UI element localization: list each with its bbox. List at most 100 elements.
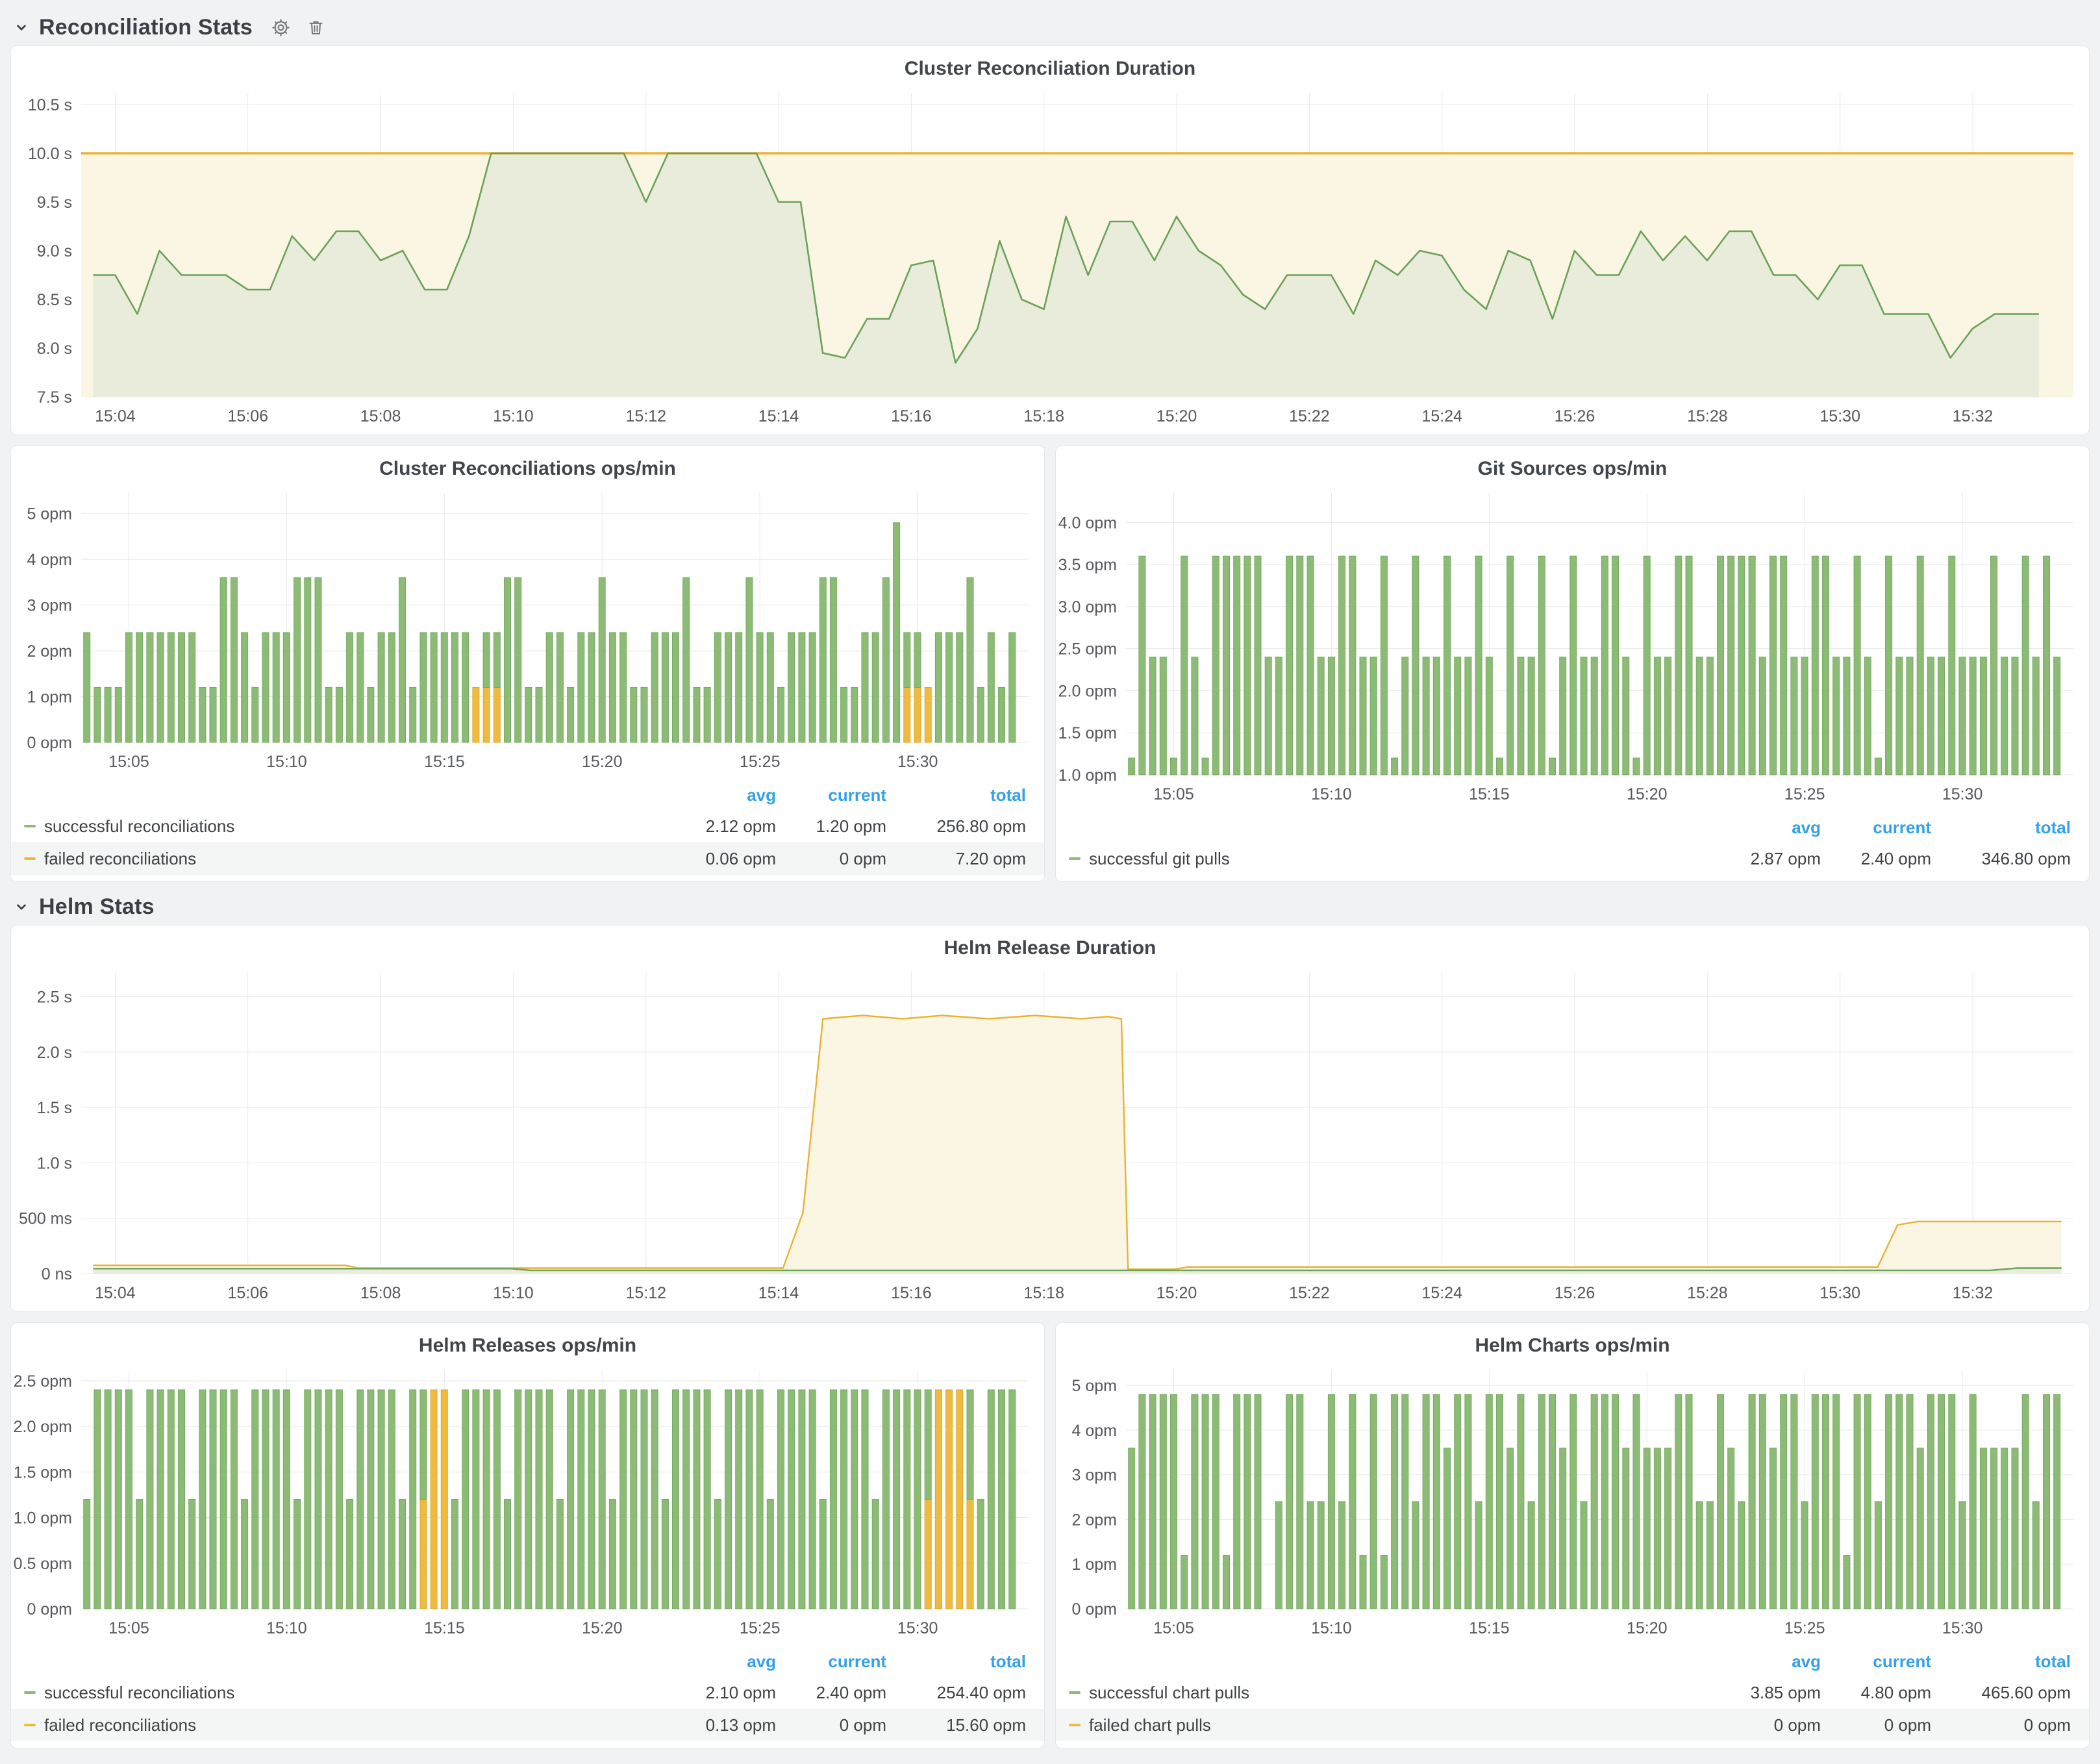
svg-text:15:20: 15:20	[582, 753, 623, 771]
svg-text:0 opm: 0 opm	[27, 1600, 72, 1619]
panel-title[interactable]: Git Sources ops/min	[1477, 458, 1668, 479]
legend-header-avg[interactable]: avg	[1792, 1651, 1821, 1671]
git-sources-chart[interactable]: 15:05 15:10 15:15 15:20 15:25 15:30 1.0 opm 1.5…	[1056, 483, 2089, 813]
svg-text:2 opm: 2 opm	[27, 642, 72, 661]
svg-text:2.5 opm: 2.5 opm	[1058, 640, 1117, 659]
cluster-reconciliations-chart[interactable]: 15:05 15:10 15:15 15:20 15:25 15:30 0 opm 1 opm…	[11, 483, 1044, 780]
legend-header-avg[interactable]: avg	[1792, 817, 1821, 837]
legend-total-value: 0 opm	[2023, 1715, 2071, 1735]
legend-series-label[interactable]: successful chart pulls	[1069, 1683, 1704, 1703]
svg-text:15:20: 15:20	[1627, 785, 1668, 803]
legend-total-value: 465.60 opm	[1981, 1682, 2071, 1702]
panel-cluster-reconciliations: Cluster Reconciliations ops/min 15:05 15:…	[10, 446, 1045, 882]
legend-header-current[interactable]: current	[1873, 1651, 1931, 1671]
section-title[interactable]: Reconciliation Stats	[39, 14, 253, 40]
gear-icon[interactable]	[271, 18, 291, 38]
svg-text:15:24: 15:24	[1421, 1284, 1462, 1302]
helm-charts-chart[interactable]: 15:05 15:10 15:15 15:20 15:25 15:30 0 opm 1 opm…	[1056, 1359, 2089, 1646]
section-title[interactable]: Helm Stats	[39, 894, 155, 919]
legend-header-avg[interactable]: avg	[747, 1651, 776, 1671]
svg-text:15:28: 15:28	[1687, 407, 1728, 425]
legend-total-value: 346.80 opm	[1981, 848, 2071, 868]
svg-text:5 opm: 5 opm	[27, 505, 72, 523]
svg-text:15:10: 15:10	[266, 1619, 307, 1637]
svg-text:15:20: 15:20	[1156, 1284, 1197, 1302]
legend: avg current total successful reconciliat…	[11, 780, 1044, 881]
legend-avg-value: 2.10 opm	[705, 1682, 776, 1702]
legend-header-total[interactable]: total	[990, 785, 1026, 805]
svg-text:15:05: 15:05	[1153, 1619, 1194, 1637]
svg-text:8.0 s: 8.0 s	[37, 340, 72, 358]
svg-text:0 opm: 0 opm	[1072, 1600, 1117, 1619]
legend-current-value: 4.80 opm	[1860, 1682, 1931, 1702]
legend-row: successful reconciliations 2.10 opm 2.40…	[11, 1676, 1044, 1709]
svg-text:15:10: 15:10	[266, 753, 307, 771]
chevron-down-icon[interactable]	[13, 898, 30, 915]
svg-text:15:12: 15:12	[625, 1284, 666, 1302]
legend-avg-value: 2.12 opm	[705, 816, 776, 836]
legend-row: successful chart pulls 3.85 opm 4.80 opm…	[1056, 1676, 2089, 1709]
svg-text:15:12: 15:12	[625, 407, 666, 425]
svg-text:15:14: 15:14	[758, 407, 799, 425]
panel-title[interactable]: Helm Charts ops/min	[1475, 1335, 1670, 1356]
legend-total-value: 7.20 opm	[955, 848, 1026, 868]
chevron-down-icon[interactable]	[13, 19, 30, 36]
series-swatch-icon	[1069, 1691, 1081, 1694]
legend-header-current[interactable]: current	[828, 1651, 886, 1671]
svg-text:2.0 s: 2.0 s	[37, 1044, 72, 1062]
legend-header-avg[interactable]: avg	[747, 785, 776, 805]
legend-header-row: avg current total	[1056, 1646, 2089, 1676]
legend-header-current[interactable]: current	[828, 785, 886, 805]
panel-title[interactable]: Cluster Reconciliation Duration	[904, 58, 1196, 79]
legend-avg-value: 0.06 opm	[705, 848, 776, 868]
svg-text:15:28: 15:28	[1687, 1284, 1728, 1302]
svg-text:3.0 opm: 3.0 opm	[1058, 598, 1117, 616]
legend-header-total[interactable]: total	[990, 1651, 1026, 1671]
svg-text:15:20: 15:20	[1627, 1619, 1668, 1637]
svg-text:1.0 opm: 1.0 opm	[14, 1509, 72, 1528]
svg-text:0.5 opm: 0.5 opm	[14, 1555, 72, 1573]
legend-current-value: 0 opm	[839, 848, 886, 868]
legend-avg-value: 3.85 opm	[1750, 1682, 1821, 1702]
legend-series-label[interactable]: successful git pulls	[1069, 849, 1704, 869]
panel-title[interactable]: Helm Releases ops/min	[418, 1335, 637, 1356]
svg-text:1.5 opm: 1.5 opm	[1058, 724, 1117, 742]
legend-header-row: avg current total	[11, 1646, 1044, 1676]
legend-series-label[interactable]: failed reconciliations	[24, 849, 659, 869]
panel-helm-charts: Helm Charts ops/min 15:05 15:10 15:15 15:20…	[1055, 1322, 2090, 1748]
svg-text:3 opm: 3 opm	[27, 597, 72, 615]
helm-releases-chart[interactable]: 15:05 15:10 15:15 15:20 15:25 15:30 0 opm 0.5 o…	[11, 1359, 1044, 1646]
svg-text:3.5 opm: 3.5 opm	[1058, 556, 1117, 574]
svg-text:15:05: 15:05	[1153, 785, 1194, 803]
panel-title[interactable]: Cluster Reconciliations ops/min	[379, 458, 676, 479]
panel-title[interactable]: Helm Release Duration	[944, 937, 1156, 959]
svg-text:15:04: 15:04	[95, 1284, 136, 1302]
svg-text:1.0 opm: 1.0 opm	[1058, 766, 1117, 785]
trash-icon[interactable]	[306, 18, 325, 37]
legend-avg-value: 2.87 opm	[1750, 848, 1821, 868]
svg-text:1 opm: 1 opm	[27, 688, 72, 707]
svg-text:4 opm: 4 opm	[27, 551, 72, 569]
svg-text:7.5 s: 7.5 s	[37, 388, 72, 407]
svg-text:2.0 opm: 2.0 opm	[14, 1418, 72, 1436]
series-swatch-icon	[24, 825, 36, 827]
legend-series-label[interactable]: failed reconciliations	[24, 1715, 659, 1735]
section-header-helm-stats[interactable]: Helm Stats	[10, 888, 2090, 925]
svg-text:1.0 s: 1.0 s	[37, 1154, 72, 1172]
legend-row: failed reconciliations 0.06 opm 0 opm 7.…	[11, 842, 1044, 875]
legend-header-total[interactable]: total	[2035, 817, 2071, 837]
legend-header-current[interactable]: current	[1873, 817, 1931, 837]
cluster-reconciliation-duration-chart[interactable]: 15:04 15:06 15:08 15:10 15:12 15:14 15:16 15:18…	[11, 82, 2089, 435]
legend-series-label[interactable]: successful reconciliations	[24, 1683, 659, 1703]
legend: avg current total successful chart pulls…	[1056, 1646, 2089, 1748]
legend-row: failed chart pulls 0 opm 0 opm 0 opm	[1056, 1709, 2089, 1741]
svg-text:15:15: 15:15	[424, 1619, 465, 1637]
legend-series-label[interactable]: successful reconciliations	[24, 816, 659, 837]
svg-text:15:04: 15:04	[95, 407, 136, 425]
svg-text:5 opm: 5 opm	[1072, 1377, 1117, 1395]
legend-header-row: avg current total	[11, 780, 1044, 810]
legend-series-label[interactable]: failed chart pulls	[1069, 1715, 1704, 1735]
helm-release-duration-chart[interactable]: 15:04 15:06 15:08 15:10 15:12 15:14 15:16 15:18…	[11, 962, 2089, 1311]
legend-header-total[interactable]: total	[2035, 1651, 2071, 1671]
section-header-reconciliation-stats[interactable]: Reconciliation Stats	[10, 9, 2090, 45]
